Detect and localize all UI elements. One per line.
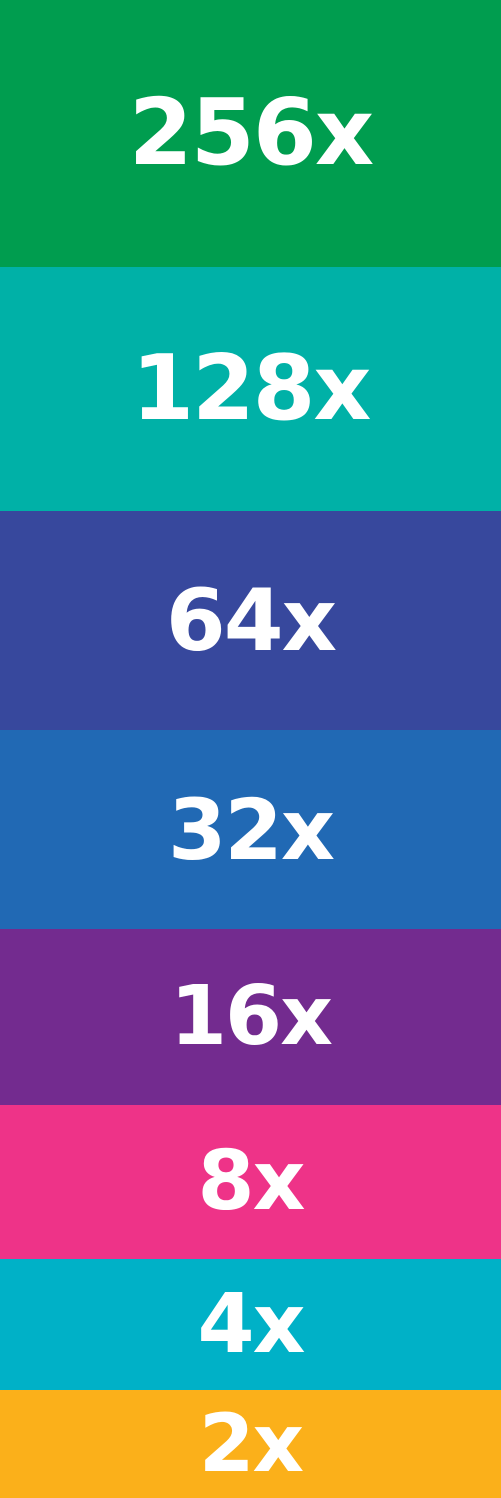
band-label-4x: 4x [198,1284,304,1366]
band-64x: 64x [0,511,501,730]
band-2x: 2x [0,1390,501,1498]
band-label-2x: 2x [199,1404,302,1484]
band-128x: 128x [0,267,501,511]
band-label-256x: 256x [129,87,372,179]
band-label-16x: 16x [170,976,331,1058]
band-label-8x: 8x [198,1141,304,1223]
band-label-64x: 64x [166,578,335,664]
band-8x: 8x [0,1105,501,1259]
band-32x: 32x [0,730,501,929]
band-256x: 256x [0,0,501,267]
band-16x: 16x [0,929,501,1105]
band-4x: 4x [0,1259,501,1390]
band-label-128x: 128x [132,344,370,434]
band-label-32x: 32x [168,788,333,872]
